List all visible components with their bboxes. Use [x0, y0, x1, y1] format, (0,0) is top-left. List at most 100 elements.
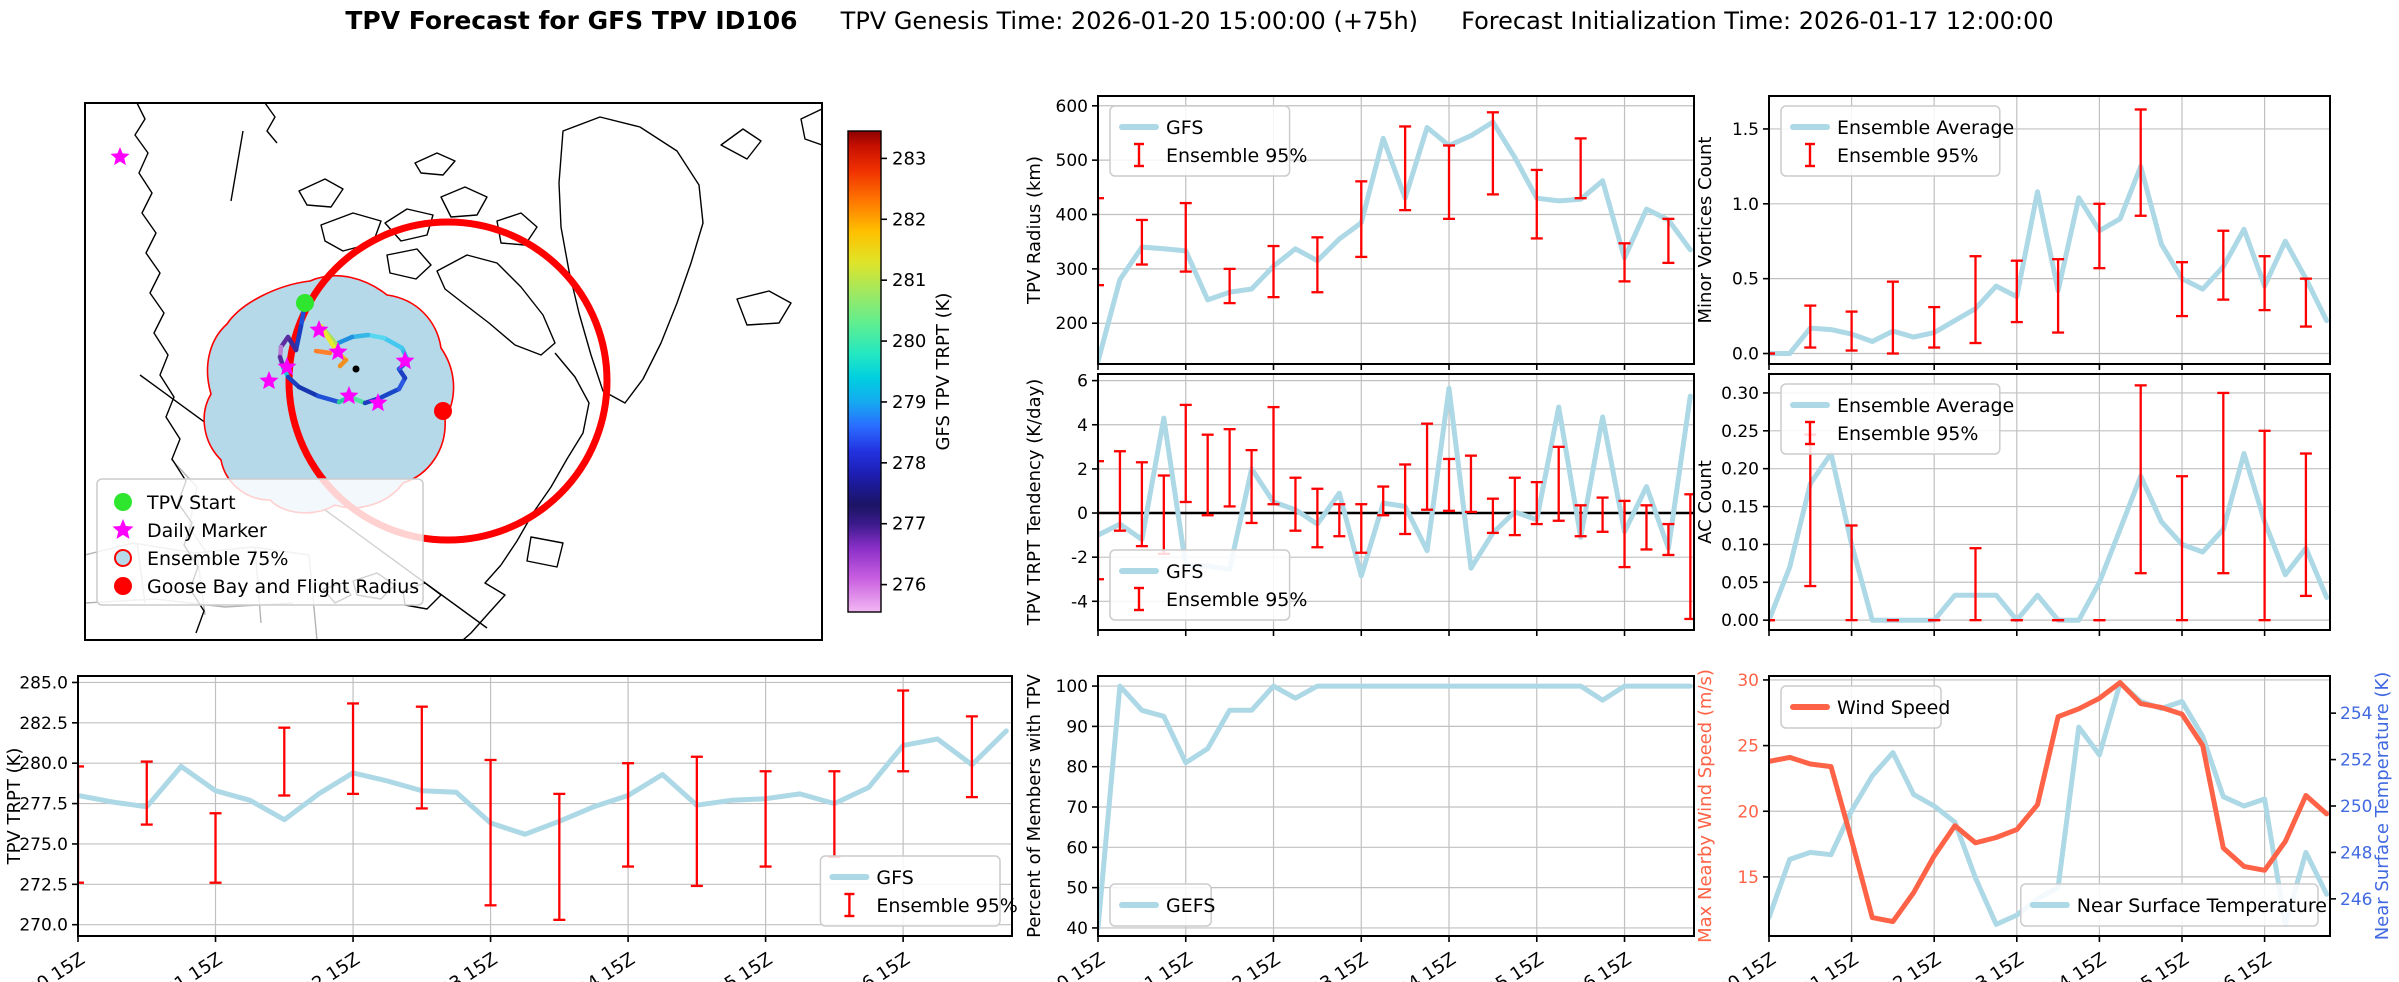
daily-marker-stars [110, 147, 415, 412]
y-tick-label: 20 [1737, 802, 1759, 822]
x-tick-label: 01-22 15Z [1855, 949, 1945, 982]
track-map-svg: TPV Start Daily Marker Ensemble 75% Goose B… [84, 102, 954, 641]
flight-radius-circle [285, 218, 611, 544]
legend-label: GFS [1166, 561, 1203, 583]
x-tick-label: 01-26 15Z [824, 949, 914, 982]
colorbar-tick-label: 278 [892, 453, 926, 474]
x-tick-label: 01-22 15Z [1195, 949, 1285, 982]
y-tick-label: 2 [1077, 460, 1088, 480]
y-tick-label: 60 [1066, 838, 1088, 858]
x-tick-label: 01-26 15Z [2186, 949, 2276, 982]
y-tick-label: 70 [1066, 798, 1088, 818]
map-legend-label: Goose Bay and Flight Radius [147, 576, 419, 598]
ac-count-svg: 0.00 0.05 0.10 0.15 0.20 0.25 0.30 AC Count Ense… [1695, 373, 2331, 636]
x-tick-label: 01-24 15Z [1370, 949, 1460, 982]
colorbar-tick-label: 276 [892, 575, 926, 596]
legend: GFS Ensemble 95% [819, 855, 1018, 927]
y-tick-label: 30 [1737, 671, 1759, 691]
colorbar-tick-label: 279 [892, 392, 926, 413]
tpv-radius-svg: 200 300 400 500 600 TPV Radius (km) GFS Ensembl… [1024, 95, 1695, 370]
y-axis-label: AC Count [1695, 460, 1716, 544]
axes-spines [1097, 373, 1695, 631]
legend-label: Ensemble 95% [876, 895, 1017, 917]
x-tick-label: 01-26 15Z [1546, 949, 1636, 982]
legend: Wind Speed [1780, 685, 1950, 729]
track-map-panel: TPV Start Daily Marker Ensemble 75% Goose B… [0, 40, 1030, 655]
x-tick-label: 01-20 15Z [1690, 949, 1780, 982]
y-axis-left: 270.0 272.5 275.0 277.5 280.0 282.5 285.0 [19, 673, 78, 936]
map-legend-label: TPV Start [146, 492, 236, 514]
y-tick-label: -4 [1071, 592, 1088, 612]
x-axis [1768, 630, 2266, 636]
legend-label: GFS [876, 867, 913, 889]
y-tick-label: 0.15 [1721, 498, 1759, 518]
map-legend-label: Ensemble 75% [147, 548, 288, 570]
y-tick-label: 0.00 [1721, 611, 1759, 631]
y-axis-label: TPV TRPT Tendency (K/day) [1024, 379, 1045, 627]
y-tick-label: 600 [1056, 97, 1088, 117]
series-ensemble-average [1769, 451, 2330, 623]
y-tick-label: 200 [1056, 314, 1088, 334]
legend-label: Ensemble 95% [1837, 145, 1978, 167]
colorbar-tick-label: 281 [892, 270, 926, 291]
legend-errorbar-swatch [1805, 420, 1815, 446]
y-tick-label: 0.0 [1732, 345, 1759, 365]
y-axis-label-right: Near Surface Temperature (K) [2372, 672, 2393, 941]
series-gefs [1098, 683, 1693, 931]
y-tick-label: 285.0 [19, 673, 68, 693]
genesis-marker-dot [352, 365, 360, 373]
y-tick-label: 100 [1056, 677, 1088, 697]
y-axis-left: 15 20 25 30 [1737, 671, 1769, 888]
y-tick-label: 50 [1066, 879, 1088, 899]
axes-spines [77, 675, 1013, 937]
chart-tpv-trpt: 01-20 15Z 01-21 15Z 01-22 15Z 01-23 15Z 01-2… [0, 640, 1030, 982]
y-tick-label: 280.0 [19, 754, 68, 774]
gridlines [77, 676, 1012, 936]
series-wind-speed [1769, 680, 2330, 925]
axes-spines [1097, 675, 1695, 937]
legend-label: Ensemble Average [1837, 395, 2014, 417]
x-tick-label: 01-23 15Z [1282, 949, 1372, 982]
map-legend: TPV Start Daily Marker Ensemble 75% Goose B… [96, 478, 424, 606]
figure-title: TPV Forecast for GFS TPV ID106 TPV Genes… [0, 6, 2399, 35]
y-axis-label: TPV Radius (km) [1024, 156, 1045, 305]
wind-temp-svg: 01-20 15Z01-21 15Z01-22 15Z01-23 15Z01-2… [1690, 669, 2393, 982]
ensemble-errorbars [78, 689, 978, 922]
colorbar-tick-label: 277 [892, 514, 926, 535]
x-tick-label: 01-24 15Z [2020, 949, 2110, 982]
chart-minor-vortices: 0.0 0.5 1.0 1.5 Minor Vortices Count Ensemble… [1695, 40, 2399, 370]
legend-errorbar-swatch [844, 892, 855, 918]
legend-label: Ensemble 95% [1837, 423, 1978, 445]
y-tick-label: 0 [1077, 504, 1088, 524]
y-axis-left: -4 -2 0 2 4 6 [1071, 372, 1098, 612]
map-legend-label: Daily Marker [147, 520, 267, 542]
legend-errorbar-swatch [1134, 586, 1144, 612]
legend-errorbar-swatch [1134, 142, 1144, 168]
figure-title-init: Forecast Initialization Time: 2026-01-17… [1461, 7, 2054, 35]
y-tick-label: 0.30 [1721, 384, 1759, 404]
figure-title-genesis: TPV Genesis Time: 2026-01-20 15:00:00 (+… [840, 7, 1419, 35]
x-tick-label: 01-25 15Z [2103, 949, 2193, 982]
y-tick-label-right: 252 [2340, 751, 2372, 771]
axes-spines [1768, 95, 2331, 365]
x-axis: 01-20 15Z 01-21 15Z 01-22 15Z 01-23 15Z 01-2… [0, 936, 914, 982]
figure-title-main: TPV Forecast for GFS TPV ID106 [345, 6, 798, 35]
ensemble-75-region [203, 274, 455, 514]
y-axis-label: Percent of Members with TPV [1024, 673, 1045, 937]
x-axis [1768, 364, 2266, 370]
x-tick-label: 01-20 15Z [0, 949, 89, 982]
legend-label: GFS [1166, 117, 1203, 139]
daily-marker-icon [112, 519, 134, 539]
goose-bay-dot [434, 402, 452, 420]
y-tick-label-right: 248 [2340, 843, 2372, 863]
y-axis-left: 200 300 400 500 600 [1056, 97, 1098, 334]
gridlines [1097, 676, 1694, 936]
y-tick-label-right: 246 [2340, 890, 2372, 910]
legend: Ensemble Average Ensemble 95% [1780, 105, 2014, 177]
y-axis-label: Max Nearby Wind Speed (m/s) [1695, 669, 1716, 943]
y-tick-label: 0.25 [1721, 422, 1759, 442]
x-tick-label: 01-22 15Z [274, 949, 364, 982]
y-tick-label: 282.5 [19, 714, 68, 734]
legend-errorbar-swatch [1805, 142, 1815, 168]
